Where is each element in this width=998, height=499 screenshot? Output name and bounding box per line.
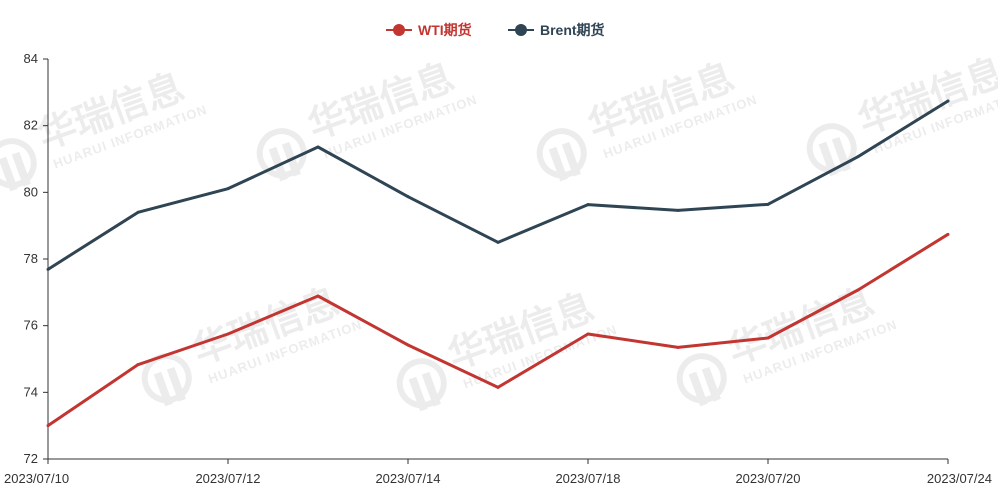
huarui-logo-icon <box>806 123 857 174</box>
huarui-logo-icon <box>561 141 581 177</box>
huarui-logo-icon <box>0 156 18 192</box>
x-tick-label: 2023/07/18 <box>555 471 620 486</box>
series-lines <box>46 99 950 428</box>
data-point <box>406 343 410 347</box>
data-point <box>46 424 50 428</box>
x-tick-label: 2023/07/14 <box>375 471 440 486</box>
data-point <box>226 187 230 191</box>
huarui-logo-icon <box>256 128 307 179</box>
legend: WTI期货 Brent期货 <box>386 22 605 38</box>
data-point <box>586 332 590 336</box>
data-point <box>316 145 320 149</box>
legend-label: WTI期货 <box>418 22 472 38</box>
data-point <box>676 345 680 349</box>
huarui-logo-icon <box>11 151 31 187</box>
huarui-logo-icon <box>0 138 37 189</box>
y-tick-label: 74 <box>24 384 38 399</box>
data-point <box>946 99 950 103</box>
axes: 72 74 76 78 80 82 84 2023/07/10 2023/07/12 2023/0… <box>4 51 992 486</box>
huarui-logo-icon <box>548 146 568 182</box>
huarui-logo-icon <box>536 128 587 179</box>
data-point <box>46 267 50 271</box>
huarui-logo-icon <box>153 371 173 407</box>
huarui-logo-icon <box>701 366 721 402</box>
legend-swatch-dot <box>515 24 527 36</box>
data-point <box>586 203 590 207</box>
huarui-logo-icon <box>421 371 441 407</box>
data-point <box>136 210 140 214</box>
huarui-logo-icon <box>818 141 838 177</box>
data-point <box>766 336 770 340</box>
legend-item[interactable]: WTI期货 <box>386 22 472 38</box>
y-tick-label: 84 <box>24 51 38 66</box>
data-point <box>676 208 680 212</box>
data-point <box>856 288 860 292</box>
huarui-logo-icon <box>676 353 727 404</box>
x-tick-label: 2023/07/12 <box>195 471 260 486</box>
legend-label: Brent期货 <box>540 22 605 38</box>
data-point <box>136 363 140 367</box>
x-tick-label: 2023/07/10 <box>4 471 69 486</box>
x-tick-label: 2023/07/24 <box>927 471 992 486</box>
huarui-logo-icon <box>396 358 447 409</box>
y-tick-label: 76 <box>24 318 38 333</box>
y-tick-label: 72 <box>24 451 38 466</box>
huarui-logo-icon <box>408 376 428 412</box>
data-point <box>766 202 770 206</box>
data-point <box>856 155 860 159</box>
huarui-logo-icon <box>166 366 186 402</box>
legend-swatch-dot <box>393 24 405 36</box>
data-point <box>406 195 410 199</box>
data-point <box>496 385 500 389</box>
huarui-logo-icon <box>688 371 708 407</box>
y-tick-label: 82 <box>24 118 38 133</box>
x-tick-label: 2023/07/20 <box>735 471 800 486</box>
data-point <box>226 332 230 336</box>
series-line-brent <box>47 99 949 271</box>
data-point <box>496 240 500 244</box>
y-tick-label: 80 <box>24 184 38 199</box>
legend-item[interactable]: Brent期货 <box>508 22 605 38</box>
data-point <box>946 232 950 236</box>
y-tick-label: 78 <box>24 251 38 266</box>
data-point <box>316 294 320 298</box>
